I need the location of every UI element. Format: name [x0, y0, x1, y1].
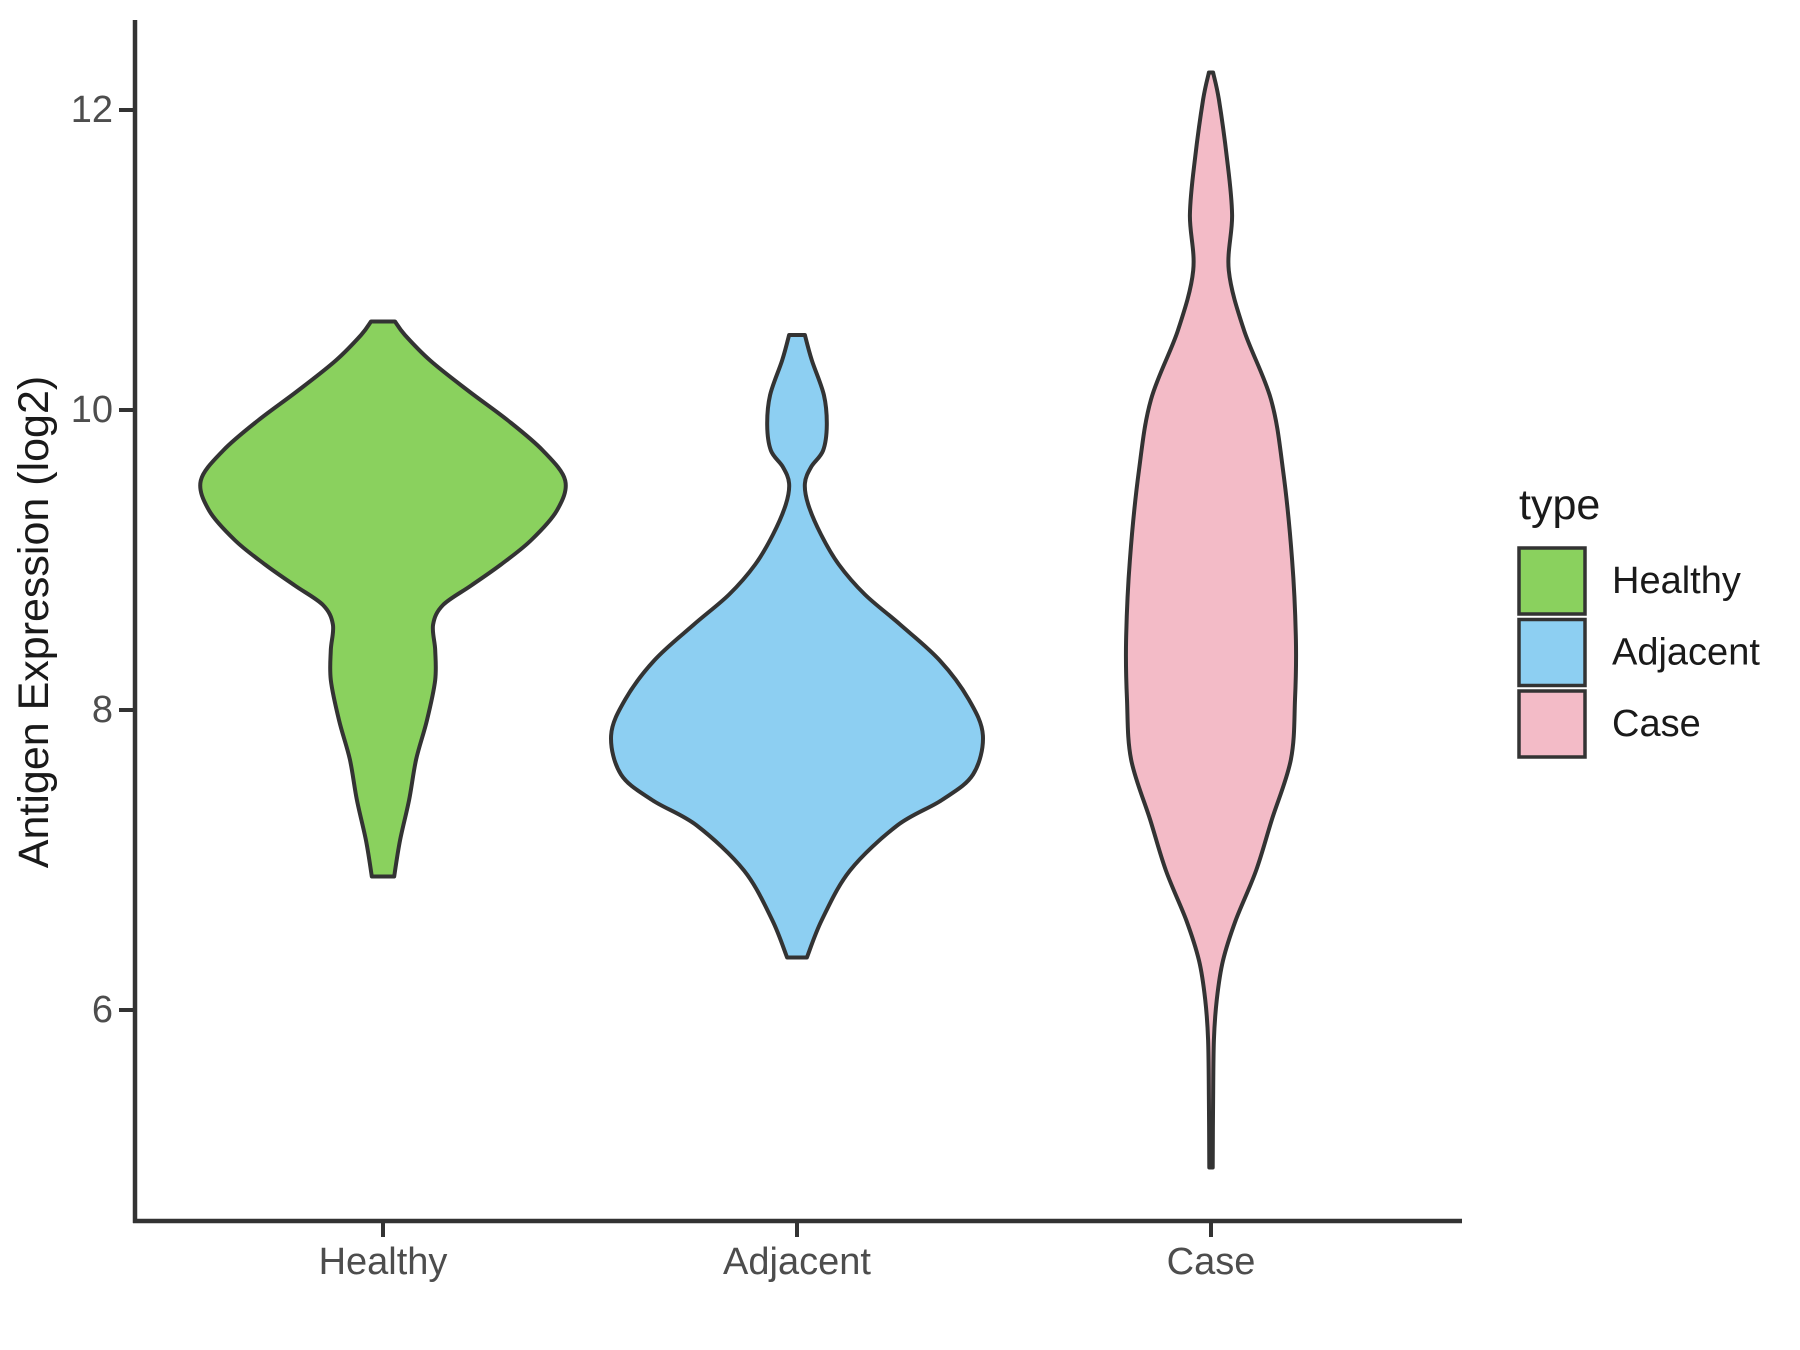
legend-key-healthy	[1517, 546, 1587, 616]
legend: type Healthy Adjacent Case	[1517, 481, 1760, 759]
x-tick-labels: Healthy Adjacent Case	[319, 1241, 1256, 1283]
legend-entry-healthy: Healthy	[1517, 546, 1741, 616]
legend-entry-adjacent: Adjacent	[1517, 617, 1760, 688]
violins-layer	[198, 70, 1299, 1170]
y-tick-label: 12	[71, 89, 113, 131]
y-tick-label: 10	[71, 389, 113, 431]
violin-healthy	[198, 319, 568, 879]
x-category-label-healthy: Healthy	[319, 1241, 448, 1283]
y-tick-label: 6	[92, 989, 113, 1031]
legend-key-case	[1517, 689, 1587, 759]
legend-label-adjacent: Adjacent	[1612, 632, 1760, 674]
y-tick-labels: 6 8 10 12	[71, 89, 113, 1031]
x-category-label-adjacent: Adjacent	[723, 1241, 871, 1283]
legend-label-case: Case	[1612, 703, 1701, 745]
axes-layer	[119, 20, 1462, 1237]
legend-entry-case: Case	[1517, 689, 1701, 759]
x-category-label-case: Case	[1167, 1241, 1256, 1283]
violin-case	[1123, 70, 1299, 1170]
violin-adjacent	[609, 333, 985, 960]
legend-title: type	[1519, 481, 1600, 529]
legend-key-adjacent	[1517, 617, 1587, 688]
legend-entries: Healthy Adjacent Case	[1517, 546, 1760, 759]
y-tick-label: 8	[92, 689, 113, 731]
legend-label-healthy: Healthy	[1612, 560, 1741, 602]
y-axis-title: Antigen Expression (log2)	[10, 376, 58, 868]
